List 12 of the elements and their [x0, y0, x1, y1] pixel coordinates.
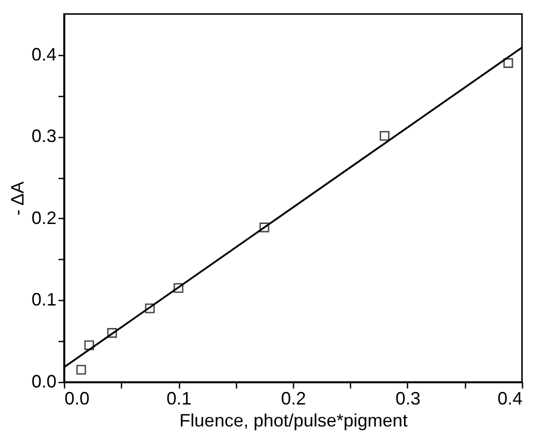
- y-axis-title: - ΔA: [7, 181, 28, 216]
- x-tick-label: 0.3: [395, 388, 421, 408]
- y-tick-label: 0.0: [31, 372, 56, 392]
- x-tick-label: 0.0: [64, 388, 90, 408]
- y-tick-label: 0.3: [31, 126, 56, 146]
- x-tick-label: 0.2: [280, 388, 306, 408]
- x-axis-title: Fluence, phot/pulse*pigment: [179, 410, 408, 430]
- x-tick-label: 0.4: [497, 388, 522, 408]
- x-tick-label: 0.1: [166, 388, 192, 408]
- y-tick-label: 0.1: [31, 290, 56, 310]
- y-tick-label: 0.2: [31, 208, 56, 228]
- y-tick-label: 0.4: [31, 44, 56, 64]
